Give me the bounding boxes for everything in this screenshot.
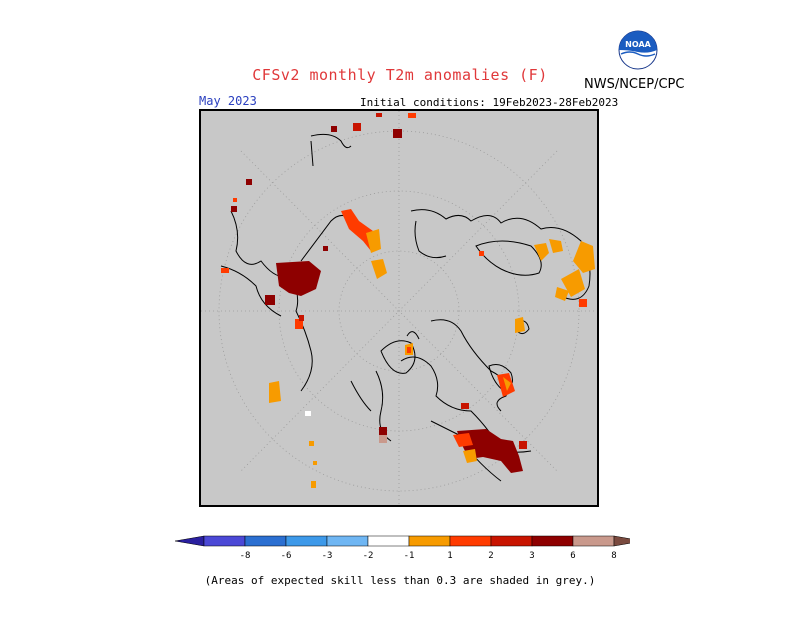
legend-tick-label: 8	[611, 551, 616, 561]
graticule	[201, 111, 597, 505]
legend-tick-label: 1	[447, 551, 452, 561]
legend-tick-label: -8	[240, 551, 251, 561]
initial-conditions: Initial conditions: 19Feb2023-28Feb2023	[360, 96, 619, 109]
map-title: CFSv2 monthly T2m anomalies (F)	[252, 66, 548, 84]
legend-swatch	[285, 535, 328, 547]
polar-map	[199, 109, 599, 507]
color-legend: -8 -6 -3 -2 -1 1 2 3 6 8	[174, 535, 630, 561]
legend-swatch	[490, 535, 533, 547]
legend-swatch	[572, 535, 615, 547]
map-canvas	[201, 111, 597, 505]
legend-tick-label: -1	[404, 551, 415, 561]
skill-footnote: (Areas of expected skill less than 0.3 a…	[204, 574, 596, 587]
legend-swatch	[531, 535, 574, 547]
legend-arrow-high	[613, 535, 630, 547]
agency-label: NWS/NCEP/CPC	[584, 77, 685, 92]
svg-text:NOAA: NOAA	[625, 40, 651, 49]
legend-swatch	[367, 535, 410, 547]
forecast-month: May 2023	[199, 94, 257, 108]
legend-arrow-low	[174, 535, 205, 547]
legend-swatch	[203, 535, 246, 547]
noaa-logo: NOAA	[618, 30, 658, 70]
legend-tick-label: 6	[570, 551, 575, 561]
legend-tick-label: 2	[488, 551, 493, 561]
legend-swatch	[449, 535, 492, 547]
legend-swatch	[244, 535, 287, 547]
legend-tick-label: 3	[529, 551, 534, 561]
legend-tick-label: -6	[281, 551, 292, 561]
legend-swatch	[408, 535, 451, 547]
legend-swatch	[326, 535, 369, 547]
legend-tick-label: -3	[322, 551, 333, 561]
legend-tick-label: -2	[363, 551, 374, 561]
anomaly-patches	[221, 113, 595, 488]
